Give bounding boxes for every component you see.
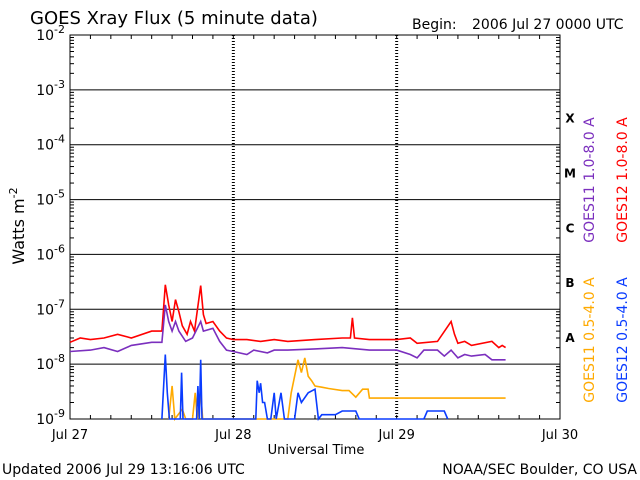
y-tick-label: 10-5 <box>36 188 65 209</box>
y-tick-exponent: -4 <box>54 133 65 146</box>
y-tick-label: 10-2 <box>36 23 65 44</box>
series-line-1 <box>69 304 506 361</box>
y-tick-label: 10-4 <box>36 133 65 154</box>
series-line-2 <box>167 357 506 422</box>
y-axis-label: Watts m-2 <box>7 187 28 264</box>
y-axis-label-exponent: -2 <box>7 187 20 198</box>
plot-frame-group <box>69 34 561 420</box>
y-tick-base: 10 <box>36 193 54 209</box>
y-axis-label-base: Watts m <box>9 198 28 264</box>
y-tick-base: 10 <box>36 138 54 154</box>
y-tick-base: 10 <box>36 83 54 99</box>
y-tick-base: 10 <box>36 357 54 373</box>
flare-class-label: M <box>564 166 576 180</box>
x-tick-label: Jul 29 <box>377 428 414 443</box>
y-tick-base: 10 <box>36 28 54 44</box>
flare-class-label: A <box>565 331 575 345</box>
y-tick-base: 10 <box>36 247 54 263</box>
y-tick-label: 10-8 <box>36 352 65 373</box>
x-tick-label: Jul 30 <box>541 428 578 443</box>
x-tick-label: Jul 27 <box>51 428 88 443</box>
plot-frame <box>69 34 561 420</box>
series-line-3 <box>161 354 449 422</box>
y-tick-exponent: -7 <box>54 297 65 310</box>
legend-entry-2: GOES11 0.5-4.0 A <box>582 277 598 403</box>
y-tick-exponent: -5 <box>54 188 65 201</box>
credit-text: NOAA/SEC Boulder, CO USA <box>442 462 637 478</box>
x-tick-label: Jul 28 <box>214 428 251 443</box>
legend-entry-0: GOES12 1.0-8.0 A <box>615 117 631 243</box>
updated-timestamp: Updated 2006 Jul 29 13:16:06 UTC <box>2 462 245 478</box>
series-line-0 <box>69 284 507 349</box>
y-tick-exponent: -2 <box>54 23 65 36</box>
chart-title: GOES Xray Flux (5 minute data) <box>30 8 318 29</box>
legend-entry-1: GOES11 1.0-8.0 A <box>582 117 598 243</box>
y-tick-exponent: -9 <box>54 407 65 420</box>
y-tick-label: 10-3 <box>36 78 65 99</box>
x-axis-label: Universal Time <box>268 443 365 458</box>
begin-value: 2006 Jul 27 0000 UTC <box>472 17 624 33</box>
begin-label: Begin: <box>412 17 457 33</box>
y-tick-label: 10-7 <box>36 297 65 318</box>
y-tick-base: 10 <box>36 302 54 318</box>
y-tick-exponent: -3 <box>54 78 65 91</box>
y-tick-exponent: -6 <box>54 242 65 255</box>
y-tick-exponent: -8 <box>54 352 65 365</box>
flare-class-label: B <box>565 276 574 290</box>
flare-class-label: X <box>565 112 575 126</box>
legend-entry-3: GOES12 0.5-4.0 A <box>615 277 631 403</box>
y-tick-label: 10-9 <box>36 407 65 428</box>
series-group <box>69 284 507 422</box>
y-tick-base: 10 <box>36 412 54 428</box>
flare-class-label: C <box>566 221 575 235</box>
y-tick-label: 10-6 <box>36 242 65 263</box>
grid-group <box>70 35 560 419</box>
